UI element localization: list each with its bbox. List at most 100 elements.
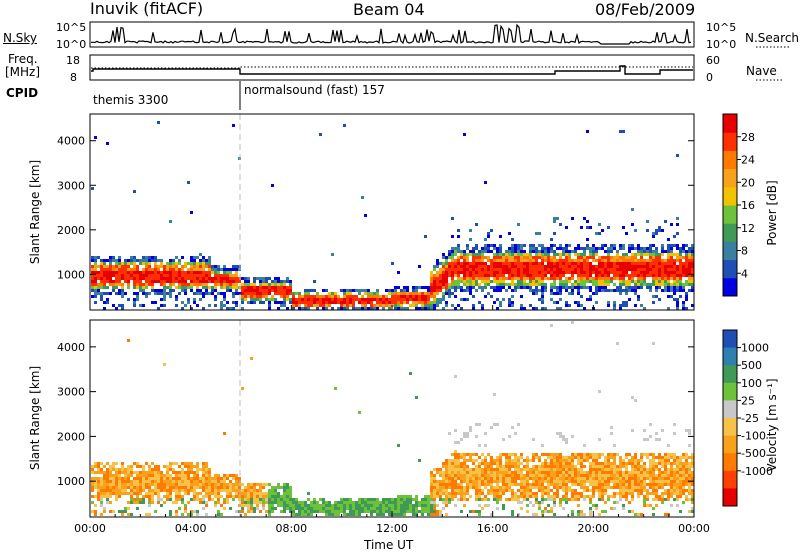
colorbar-segment <box>723 259 737 279</box>
echo-cell <box>571 468 574 471</box>
echo-cell <box>169 486 172 489</box>
echo-cell <box>505 289 508 292</box>
echo-cell <box>193 277 196 280</box>
echo-cell <box>625 304 628 307</box>
echo-cell <box>601 265 604 268</box>
echo-cell <box>364 307 367 310</box>
echo-cell <box>439 498 442 501</box>
echo-cell <box>259 289 262 292</box>
echo-cell <box>454 486 457 489</box>
echo-cell <box>649 244 652 247</box>
echo-cell <box>529 274 532 277</box>
echo-cell <box>532 456 535 459</box>
echo-cell <box>574 498 577 501</box>
echo-cell <box>367 289 370 292</box>
echo-cell <box>664 477 667 480</box>
echo-cell <box>538 480 541 483</box>
echo-cell <box>415 498 418 501</box>
echo-cell <box>103 259 106 262</box>
echo-cell <box>547 477 550 480</box>
echo-cell <box>415 510 418 513</box>
echo-cell <box>577 468 580 471</box>
echo-cell <box>619 280 622 283</box>
echo-cell <box>499 304 502 307</box>
echo-cell <box>691 283 694 286</box>
echo-cell <box>430 507 433 510</box>
echo-cell <box>478 513 481 516</box>
echo-cell <box>454 268 457 271</box>
echo-cell <box>604 250 607 253</box>
echo-cell <box>430 277 433 280</box>
echo-cell <box>451 280 454 283</box>
echo-cell <box>208 274 211 277</box>
echo-cell <box>148 474 151 477</box>
echo-cell <box>505 250 508 253</box>
echo-cell <box>235 489 238 492</box>
echo-cell <box>421 307 424 310</box>
echo-cell <box>562 268 565 271</box>
echo-cell <box>160 489 163 492</box>
echo-cell <box>670 256 673 259</box>
echo-cell <box>577 304 580 307</box>
echo-cell <box>94 462 97 465</box>
echo-cell <box>508 468 511 471</box>
echo-cell <box>142 495 145 498</box>
echo-cell <box>307 301 310 304</box>
echo-cell <box>478 483 481 486</box>
echo-cell <box>430 283 433 286</box>
echo-cell <box>436 471 439 474</box>
echo-cell <box>325 510 328 513</box>
echo-cell <box>529 283 532 286</box>
echo-cell <box>400 510 403 513</box>
echo-cell <box>619 130 622 133</box>
echo-cell <box>619 292 622 295</box>
echo-cell <box>685 495 688 498</box>
echo-cell <box>508 498 511 501</box>
echo-cell <box>232 265 235 268</box>
echo-cell <box>514 453 517 456</box>
echo-cell <box>646 247 649 250</box>
echo-cell <box>454 492 457 495</box>
echo-cell <box>547 471 550 474</box>
freq-series <box>91 65 693 75</box>
echo-cell <box>607 274 610 277</box>
echo-cell <box>379 304 382 307</box>
echo-cell <box>475 492 478 495</box>
echo-cell <box>391 262 394 265</box>
echo-cell <box>673 289 676 292</box>
echo-cell <box>121 295 124 298</box>
echo-cell <box>688 462 691 465</box>
echo-cell <box>322 289 325 292</box>
echo-cell <box>484 262 487 265</box>
echo-cell <box>592 283 595 286</box>
echo-cell <box>103 262 106 265</box>
echo-cell <box>604 286 607 289</box>
echo-cell <box>397 501 400 504</box>
echo-cell <box>106 477 109 480</box>
echo-cell <box>499 259 502 262</box>
echo-cell <box>235 283 238 286</box>
echo-cell <box>670 277 673 280</box>
echo-cell <box>652 477 655 480</box>
echo-cell <box>118 495 121 498</box>
echo-cell <box>97 492 100 495</box>
echo-cell <box>199 486 202 489</box>
echo-cell <box>97 283 100 286</box>
echo-cell <box>499 247 502 250</box>
echo-cell <box>181 462 184 465</box>
echo-cell <box>91 274 94 277</box>
echo-cell <box>190 477 193 480</box>
echo-cell <box>658 271 661 274</box>
echo-cell <box>160 259 163 262</box>
echo-cell <box>655 498 658 501</box>
echo-cell <box>619 268 622 271</box>
echo-cell <box>112 274 115 277</box>
echo-cell <box>262 492 265 495</box>
echo-cell <box>595 462 598 465</box>
echo-cell <box>550 507 553 510</box>
echo-cell <box>661 265 664 268</box>
echo-cell <box>277 483 280 486</box>
echo-cell <box>352 304 355 307</box>
echo-cell <box>157 498 160 501</box>
echo-cell <box>613 459 616 462</box>
